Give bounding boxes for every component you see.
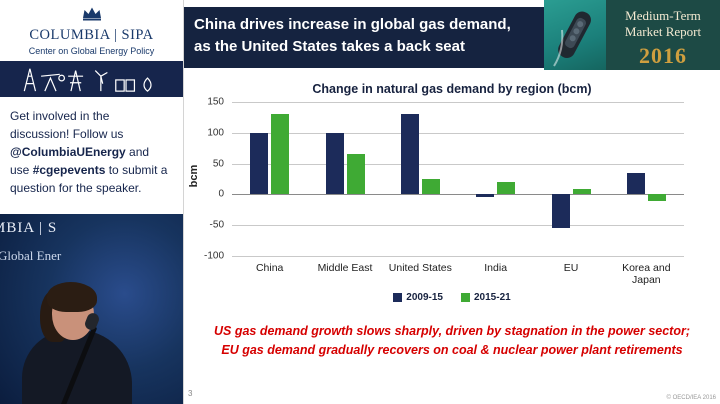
bar-2015-21-india bbox=[497, 182, 516, 195]
slide-title: China drives increase in global gas dema… bbox=[184, 7, 544, 68]
bar-2009-15-eu bbox=[551, 194, 570, 229]
takeaway-line2: EU gas demand gradually recovers on coal… bbox=[221, 343, 683, 358]
x-axis-labels: China Middle East United States India EU Kore… bbox=[232, 262, 684, 290]
takeaway-line1: US gas demand growth slows sharply, driv… bbox=[213, 324, 690, 338]
slide-page-number: 3 bbox=[188, 389, 193, 398]
legend-swatch bbox=[393, 293, 403, 302]
takeaway-text: US gas demand growth slows sharply, driv… bbox=[192, 322, 712, 361]
report-badge-year: 2016 bbox=[639, 42, 687, 68]
callout-text: Get involved in the discussion! Follow u… bbox=[10, 109, 124, 141]
category-label: China bbox=[255, 262, 284, 274]
video-backdrop-text-2: Global Ener bbox=[0, 248, 62, 263]
gridline bbox=[232, 256, 684, 257]
bar-2009-15-korea-and-japan bbox=[626, 172, 645, 195]
category-label: United States bbox=[388, 262, 452, 274]
gridline bbox=[232, 225, 684, 227]
speaker-hair-top bbox=[47, 282, 97, 312]
bar-2015-21-united-states bbox=[421, 179, 440, 195]
legend-label: 2015-21 bbox=[474, 292, 511, 303]
slide-header: China drives increase in global gas dema… bbox=[184, 0, 720, 74]
category-label: India bbox=[484, 262, 508, 274]
callout-text-2: and use bbox=[10, 145, 150, 177]
oil-derrick-icon bbox=[23, 68, 37, 92]
energy-icons-banner bbox=[0, 61, 183, 97]
gridline bbox=[232, 132, 684, 134]
legend-item: 2009-15 bbox=[393, 292, 443, 303]
y-tick-label: -100 bbox=[203, 250, 224, 262]
sidebar: COLUMBIA | SIPA Center on Global Energy … bbox=[0, 0, 183, 404]
bar-chart: Change in natural gas demand by region (… bbox=[184, 78, 720, 318]
plot-area bbox=[232, 102, 684, 257]
bar-2015-21-korea-and-japan bbox=[647, 194, 666, 201]
category-label: EU bbox=[563, 262, 579, 274]
slide-title-line2: as the United States takes a back seat bbox=[194, 37, 465, 55]
category-label: Middle East bbox=[317, 262, 373, 274]
speaker-video: MBIA | S Global Ener bbox=[0, 214, 183, 404]
event-hashtag: #cgepevents bbox=[32, 163, 106, 177]
y-axis-ticks: 150 100 50 0 -50 -100 bbox=[188, 97, 228, 262]
columbia-logo: COLUMBIA | SIPA Center on Global Energy … bbox=[0, 0, 183, 56]
chart-title: Change in natural gas demand by region (… bbox=[312, 82, 592, 96]
legend-label: 2009-15 bbox=[406, 292, 443, 303]
gas-flame-icon bbox=[143, 77, 152, 92]
y-tick-label: 150 bbox=[207, 96, 224, 108]
pumpjack-icon bbox=[41, 73, 66, 92]
bar-2015-21-china bbox=[271, 114, 290, 195]
slide-title-line1: China drives increase in global gas dema… bbox=[194, 16, 511, 33]
legend-item: 2015-21 bbox=[461, 292, 511, 303]
y-tick-label: 50 bbox=[212, 158, 224, 170]
y-tick-label: -50 bbox=[209, 219, 224, 231]
copyright-notice: © OECD/IEA 2016 bbox=[666, 395, 716, 401]
columbia-crown-icon bbox=[82, 7, 101, 21]
panel-divider bbox=[183, 0, 184, 404]
gridline bbox=[232, 163, 684, 165]
legend-swatch bbox=[461, 293, 470, 302]
twitter-handle: @ColumbiaUEnergy bbox=[10, 145, 126, 159]
video-backdrop-text: MBIA | S bbox=[0, 220, 58, 236]
report-badge: Medium-Term Market Report 2016 bbox=[606, 0, 720, 70]
presentation-slide: China drives increase in global gas dema… bbox=[184, 0, 720, 404]
bar-2009-15-china bbox=[250, 132, 269, 195]
bar-2015-21-eu bbox=[572, 189, 591, 195]
logo-wordmark: COLUMBIA | SIPA bbox=[29, 27, 154, 43]
logo-subtitle: Center on Global Energy Policy bbox=[28, 46, 155, 56]
y-tick-label: 0 bbox=[218, 188, 224, 200]
bar-2009-15-middle-east bbox=[325, 132, 344, 195]
y-tick-label: 100 bbox=[207, 127, 224, 139]
bar-2015-21-middle-east bbox=[346, 154, 365, 195]
discussion-callout: Get involved in the discussion! Follow u… bbox=[10, 107, 170, 197]
power-tower-icon bbox=[68, 70, 84, 92]
lng-tanker-image bbox=[544, 0, 606, 70]
bar-2009-15-india bbox=[476, 194, 495, 198]
category-label: Korea and Japan bbox=[622, 262, 671, 287]
bar-2009-15-united-states bbox=[400, 114, 419, 195]
chart-legend: 2009-15 2015-21 bbox=[184, 292, 720, 303]
callout-text-3: to submit a question for the speaker. bbox=[10, 163, 168, 195]
gridline bbox=[232, 102, 684, 103]
report-badge-line2: Market Report bbox=[624, 24, 702, 40]
report-badge-line1: Medium-Term bbox=[625, 8, 701, 23]
oil-barrels-icon bbox=[115, 79, 136, 92]
wind-turbine-icon bbox=[94, 70, 108, 92]
zero-axis-line bbox=[232, 194, 684, 196]
